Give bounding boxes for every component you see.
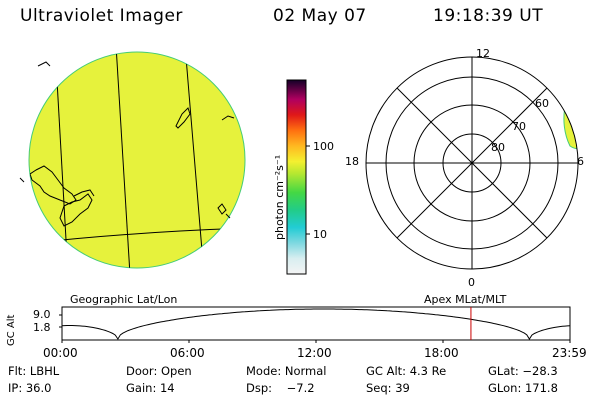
info-door: Door: Open [126, 364, 192, 378]
timeline-xtick: 12:00 [297, 346, 332, 360]
info-gcalt: GC Alt: 4.3 Re [366, 364, 447, 378]
auroral-oval-segment [563, 101, 578, 149]
timeline-xtick: 00:00 [43, 346, 78, 360]
meridian-line [184, 52, 205, 268]
timeline-ylabel: GC Alt [6, 314, 17, 346]
lat-label-80: 80 [491, 141, 505, 154]
info-glon: GLon: 171.8 [488, 381, 558, 395]
colorbar-scale [286, 79, 307, 275]
coastline [217, 203, 227, 215]
mlt-label-12: 12 [476, 47, 490, 60]
info-glat: GLat: −28.3 [488, 364, 558, 378]
instrument-title: Ultraviolet Imager [20, 6, 183, 26]
coastline [73, 189, 95, 197]
time-label: 19:18:39 UT [433, 6, 544, 26]
mlt-line-diagonal [396, 87, 548, 239]
coastline [221, 115, 235, 121]
geographic-panel-label: Geographic Lat/Lon [70, 293, 178, 306]
altitude-curve [61, 308, 571, 340]
timeline-ytick-1-8: 1.8 [33, 321, 51, 334]
coastline [59, 193, 93, 227]
orbit-timeline [59, 306, 571, 343]
coastline [225, 213, 231, 219]
coastline [37, 61, 51, 67]
info-gain: Gain: 14 [126, 381, 175, 395]
info-flt: Flt: LBHL [8, 364, 60, 378]
timeline-xtick: 23:59 [552, 346, 587, 360]
earth-disk [28, 51, 246, 269]
date-label: 02 May 07 [273, 6, 367, 26]
timeline-xtick: 18:00 [424, 346, 459, 360]
coastline [19, 177, 25, 183]
info-seq: Seq: 39 [366, 381, 410, 395]
apex-panel-label: Apex MLat/MLT [424, 293, 507, 306]
timeline-ytick-9: 9.0 [33, 308, 51, 321]
earth-disk-image [19, 51, 246, 269]
mlt-label-18: 18 [345, 155, 359, 168]
info-mode: Mode: Normal [246, 364, 327, 378]
meridian-line [115, 52, 131, 268]
info-dsp: Dsp: −7.2 [246, 381, 315, 395]
colorbar-tick-100: 100 [313, 140, 334, 153]
coastline [29, 165, 77, 205]
mlt-label-6: 6 [577, 155, 584, 168]
info-ip: IP: 36.0 [8, 381, 52, 395]
lat-label-70: 70 [512, 120, 526, 133]
colorbar-unit-label: photon cm⁻²s⁻¹ [273, 154, 286, 240]
colorbar-tick-10: 10 [313, 228, 327, 241]
polar-plot [365, 56, 579, 270]
timeline-xtick: 06:00 [170, 346, 205, 360]
coastline [175, 107, 191, 129]
mlt-label-0: 0 [468, 276, 475, 289]
lat-label-60: 60 [535, 97, 549, 110]
colorbar [286, 79, 310, 275]
